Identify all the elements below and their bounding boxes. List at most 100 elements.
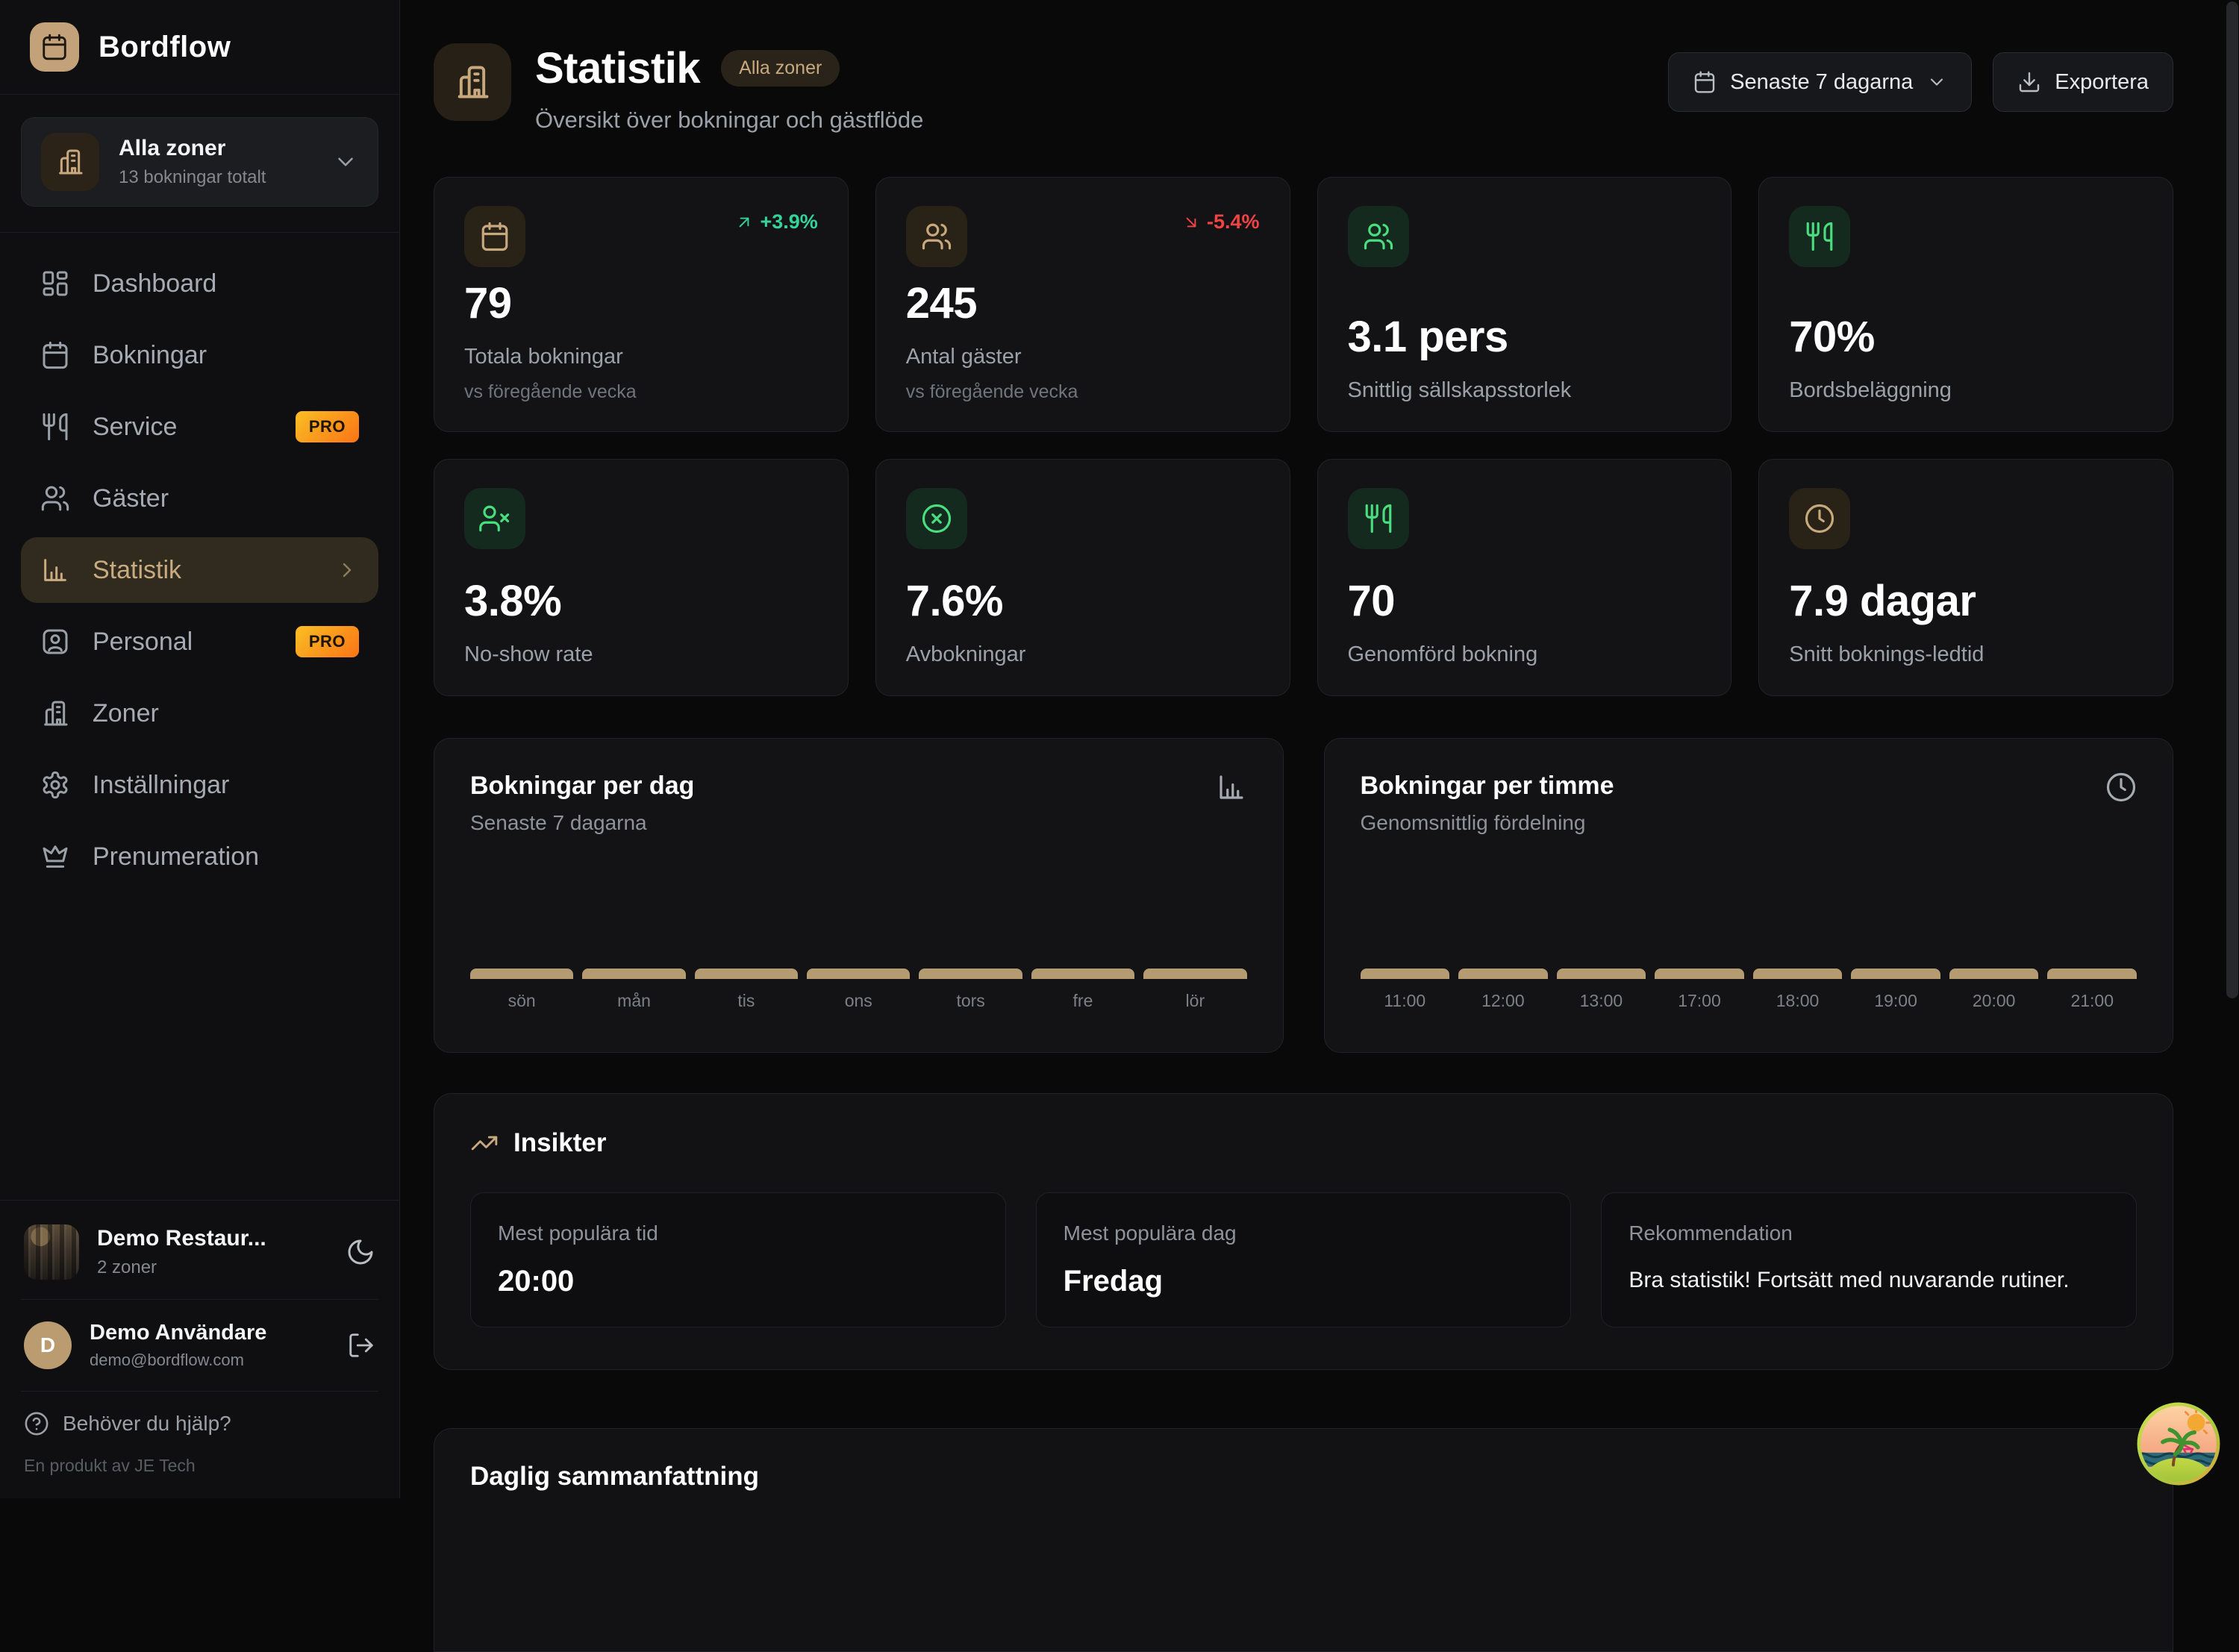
x-tick: tors xyxy=(956,991,985,1010)
insight-value: Fredag xyxy=(1063,1265,1164,1298)
user-name: Demo Användare xyxy=(90,1321,267,1345)
sidebar-item-personal[interactable]: Personal PRO xyxy=(21,609,378,675)
stat-sublabel: vs föregående vecka xyxy=(464,381,637,402)
users-icon xyxy=(1347,206,1409,267)
sidebar-item-service[interactable]: Service PRO xyxy=(21,394,378,460)
utensils-icon xyxy=(1347,488,1409,549)
restaurant-photo xyxy=(24,1224,79,1280)
sidebar-item-installningar[interactable]: Inställningar xyxy=(21,752,378,818)
pro-badge: PRO xyxy=(295,626,359,657)
insight-value: Bra statistik! Fortsätt med nuvarande ru… xyxy=(1628,1268,2070,1292)
stat-card-avbokningar: 7.6% Avbokningar xyxy=(875,459,1290,696)
x-tick: mån xyxy=(617,991,651,1010)
user-account-row[interactable]: D Demo Användare demo@bordflow.com xyxy=(21,1299,378,1391)
page-subtitle: Översikt över bokningar och gästflöde xyxy=(535,107,924,133)
x-tick: ons xyxy=(844,991,872,1010)
user-email: demo@bordflow.com xyxy=(90,1351,244,1369)
export-button[interactable]: Exportera xyxy=(1993,52,2173,112)
x-tick: 12:00 xyxy=(1481,991,1525,1010)
stat-card-sallskapsstorlek: 3.1 pers Snittlig sällskapsstorlek xyxy=(1317,177,1732,432)
x-tick: 11:00 xyxy=(1384,991,1426,1010)
daily-summary-panel: Daglig sammanfattning xyxy=(434,1428,2173,1652)
help-link[interactable]: Behöver du hjälp? xyxy=(21,1391,378,1442)
users-icon xyxy=(905,206,967,267)
building-icon xyxy=(434,43,511,121)
stat-value: 7.9 dagar xyxy=(1789,577,1976,625)
zone-selector[interactable]: Alla zoner 13 bokningar totalt xyxy=(21,117,378,207)
sidebar-item-dashboard[interactable]: Dashboard xyxy=(21,251,378,316)
palm-island-fab[interactable] xyxy=(2135,1400,2223,1488)
restaurant-zones: 2 zoner xyxy=(97,1257,157,1277)
x-tick: 17:00 xyxy=(1678,991,1721,1010)
stat-card-no-show: 3.8% No-show rate xyxy=(434,459,849,696)
clock-icon xyxy=(2105,772,2137,803)
logout-icon xyxy=(347,1331,375,1360)
stat-label: Snitt boknings-ledtid xyxy=(1789,642,1985,666)
bar xyxy=(1556,969,1646,979)
moon-icon xyxy=(346,1237,375,1267)
stat-label: Snittlig sällskapsstorlek xyxy=(1347,378,1572,402)
bar xyxy=(807,969,911,979)
building-icon xyxy=(40,698,70,728)
x-tick: tis xyxy=(737,991,755,1010)
sidebar-item-statistik[interactable]: Statistik xyxy=(21,537,378,603)
x-tick: lör xyxy=(1185,991,1205,1010)
stat-card-antal-gaster: -5.4% 245 Antal gäster vs föregående vec… xyxy=(875,177,1290,432)
insights-title: Insikter xyxy=(513,1128,607,1157)
bar-chart-per-hour: 11:00 12:00 13:00 17:00 18:00 19:00 20:0… xyxy=(1360,835,2137,1013)
insight-label: Rekommendation xyxy=(1628,1221,1793,1245)
chevron-down-icon xyxy=(1926,72,1947,93)
restaurant-switcher[interactable]: Demo Restaur... 2 zoner xyxy=(21,1220,378,1299)
building-icon xyxy=(41,133,99,191)
sidebar-item-label: Statistik xyxy=(93,555,182,584)
crown-icon xyxy=(40,842,70,872)
product-note: En produkt av JE Tech xyxy=(24,1456,196,1475)
sidebar-item-bokningar[interactable]: Bokningar xyxy=(21,322,378,388)
stat-label: Totala bokningar xyxy=(464,345,623,369)
bar xyxy=(2047,969,2137,979)
trend-value: +3.9% xyxy=(760,210,818,233)
bar xyxy=(1031,969,1135,979)
bar xyxy=(1752,969,1843,979)
sidebar-item-label: Zoner xyxy=(93,698,159,728)
dark-mode-toggle[interactable] xyxy=(346,1237,375,1267)
date-range-button[interactable]: Senaste 7 dagarna xyxy=(1668,52,1973,112)
id-card-icon xyxy=(40,627,70,657)
logout-button[interactable] xyxy=(347,1331,375,1360)
sidebar-item-label: Dashboard xyxy=(93,269,217,298)
sidebar: Bordflow Alla zoner 13 bokningar totalt … xyxy=(0,0,400,1498)
scrollbar-thumb[interactable] xyxy=(2226,1,2238,998)
stat-value: 70% xyxy=(1789,313,1875,361)
sidebar-item-prenumeration[interactable]: Prenumeration xyxy=(21,824,378,889)
bar-chart-icon xyxy=(1216,772,1247,803)
clock-icon xyxy=(1789,488,1851,549)
bar xyxy=(1655,969,1744,979)
sidebar-item-label: Personal xyxy=(93,627,193,656)
page-title: Statistik xyxy=(535,44,701,93)
sidebar-item-gaster[interactable]: Gäster xyxy=(21,466,378,531)
sidebar-item-label: Inställningar xyxy=(93,770,230,799)
download-icon xyxy=(2017,70,2041,94)
charts-row: Bokningar per dag Senaste 7 dagarna sön … xyxy=(434,738,2173,1053)
daily-summary-title: Daglig sammanfattning xyxy=(470,1462,759,1491)
x-tick: 21:00 xyxy=(2070,991,2114,1010)
stat-value: 245 xyxy=(905,279,978,328)
stat-card-bordsbelaggning: 70% Bordsbeläggning xyxy=(1758,177,2173,432)
sidebar-item-zoner[interactable]: Zoner xyxy=(21,680,378,746)
bar xyxy=(919,969,1022,979)
dashboard-grid-icon xyxy=(40,269,70,298)
insight-value: 20:00 xyxy=(498,1265,575,1298)
insight-rekommendation: Rekommendation Bra statistik! Fortsätt m… xyxy=(1601,1192,2137,1327)
chevron-right-icon xyxy=(335,558,359,582)
stat-value: 7.6% xyxy=(905,577,1004,625)
chart-bokningar-per-timme: Bokningar per timme Genomsnittlig fördel… xyxy=(1323,738,2173,1053)
users-icon xyxy=(40,484,70,513)
bar xyxy=(1851,969,1940,979)
stat-value: 79 xyxy=(464,279,512,328)
x-tick: 19:00 xyxy=(1874,991,1917,1010)
stat-card-totala-bokningar: +3.9% 79 Totala bokningar vs föregående … xyxy=(434,177,849,432)
help-circle-icon xyxy=(24,1411,49,1436)
brand-logo-calendar-icon xyxy=(30,22,79,72)
bar xyxy=(694,969,799,979)
help-label: Behöver du hjälp? xyxy=(63,1412,231,1435)
